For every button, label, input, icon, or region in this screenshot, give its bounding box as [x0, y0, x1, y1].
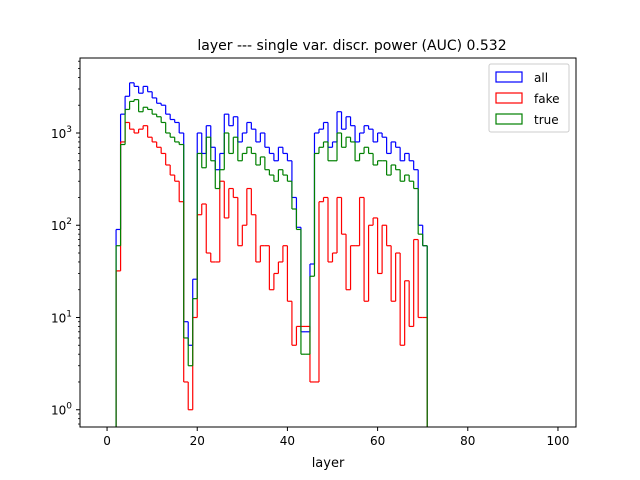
y-tick-label: 101 — [51, 309, 72, 325]
y-tick-label: 102 — [51, 217, 72, 233]
legend-label-true: true — [534, 113, 559, 127]
chart-title: layer --- single var. discr. power (AUC)… — [197, 38, 506, 54]
x-tick-label: 0 — [103, 434, 111, 448]
series-true — [115, 99, 428, 427]
x-tick-label: 80 — [460, 434, 475, 448]
x-tick-label: 100 — [547, 434, 570, 448]
legend-label-fake: fake — [534, 92, 559, 106]
x-axis-label: layer — [312, 456, 345, 471]
y-tick-label: 103 — [51, 125, 72, 141]
legend-swatch-fake — [495, 92, 523, 104]
legend: all fake true — [488, 63, 570, 133]
plot-area — [79, 57, 577, 428]
legend-label-all: all — [534, 71, 548, 85]
axes-frame — [79, 57, 577, 428]
series-group — [115, 82, 428, 427]
y-tick-label: 100 — [51, 402, 72, 418]
legend-box — [488, 63, 570, 133]
legend-swatch-all — [495, 71, 523, 83]
x-tick-label: 20 — [190, 434, 205, 448]
x-axis: 0 20 40 60 80 100 — [103, 427, 569, 448]
legend-swatch-true — [495, 113, 523, 125]
x-tick-label: 60 — [370, 434, 385, 448]
x-tick-label: 40 — [280, 434, 295, 448]
y-axis: 100 101 102 103 — [51, 60, 80, 425]
